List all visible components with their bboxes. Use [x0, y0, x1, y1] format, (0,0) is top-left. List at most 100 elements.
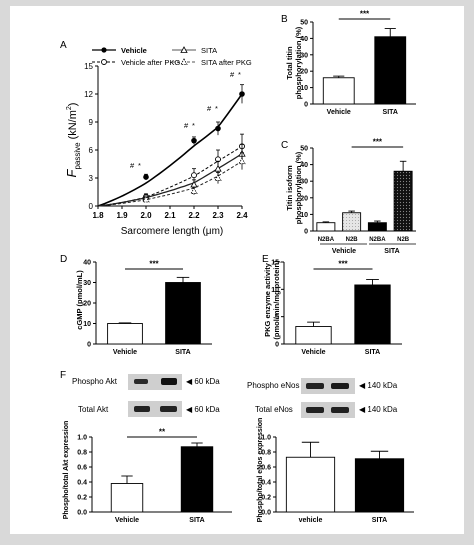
blot-size: ◀ 140 kDa [359, 405, 398, 414]
y-tick-label: 0.2 [77, 495, 87, 502]
blot-label: Phospho Akt [72, 377, 118, 386]
blot-label: Total Akt [78, 405, 109, 414]
bar-n2b [342, 212, 362, 232]
legend-sita-pkg: SITA after PKG [201, 58, 252, 67]
legend-marker-vehicle [101, 47, 107, 53]
y-tick-label: 15 [271, 260, 279, 267]
x-category-label: SITA [365, 349, 380, 356]
svg-text:cGMP (pmol/mL): cGMP (pmol/mL) [75, 270, 84, 330]
legend-marker-sita-pkg [180, 58, 188, 65]
panel-a-letter: A [60, 40, 67, 51]
y-tick-label: 0.8 [261, 450, 271, 457]
bar-n2b [393, 170, 413, 232]
y-tick-label: 0.4 [261, 480, 271, 487]
y-tick-label: 40 [300, 162, 308, 169]
bar-vehicle [322, 77, 355, 105]
annotation-hash: # [130, 161, 135, 170]
y-tick-label: 12 [84, 90, 93, 99]
panel-d-ylabel: cGMP (pmol/mL) [75, 270, 84, 330]
y-tick-label: 9 [89, 118, 94, 127]
bar-vehicle [285, 456, 336, 513]
annotation-star: * [238, 70, 241, 79]
data-point [215, 125, 221, 132]
bar-vehicle [295, 326, 332, 345]
panel-f-right-plot: 0.0 0.2 0.4 0.6 0.8 1.0 vehicle SITA [261, 435, 414, 524]
panel-a-ylabel-sub: passive [73, 142, 82, 170]
data-point [143, 174, 149, 180]
y-tick-label: 0.0 [77, 510, 87, 517]
y-tick-label: 30 [300, 179, 308, 186]
panel-d-plot: 0 10 20 30 40 Vehicle SITA *** [83, 260, 212, 356]
y-tick-label: 15 [84, 62, 93, 71]
panel-c-group-vehicle: Vehicle [332, 248, 356, 255]
blot-label: Total eNos [255, 405, 293, 414]
y-tick-label: 0 [89, 202, 94, 211]
annotation-hash: # [230, 70, 235, 79]
y-tick-label: 20 [300, 195, 308, 202]
y-tick-label: 0.6 [77, 465, 87, 472]
blot-image-total-akt [128, 401, 182, 417]
bar-n2ba [367, 222, 387, 232]
panel-c-ylabel-line2: phosphorylation (%) [294, 151, 303, 224]
significance-label: *** [149, 260, 159, 269]
panel-a-xlabel: Sarcomere length (μm) [121, 226, 223, 237]
panel-d-letter: D [60, 254, 67, 265]
legend-sita: SITA [201, 46, 217, 55]
significance-label: ** [159, 428, 166, 437]
x-category-label: vehicle [299, 517, 323, 524]
y-tick-label: 6 [89, 146, 94, 155]
panel-e-ylabel: PKG enzyme activity (pmol/min/mg protein… [263, 260, 281, 340]
annotation-star: * [192, 121, 195, 130]
y-tick-label: 30 [83, 280, 91, 287]
bar-sita [354, 284, 391, 345]
y-tick-label: 10 [83, 321, 91, 328]
legend-vehicle-pkg: Vehicle after PKG [121, 58, 180, 67]
significance-label: *** [338, 260, 348, 269]
data-point [191, 172, 197, 179]
y-tick-label: 10 [300, 212, 308, 219]
bar-n2ba [316, 222, 336, 232]
bar-vehicle [107, 323, 143, 345]
y-tick-label: 40 [83, 260, 91, 267]
panel-c-ylabel: Titin isoform phosphorylation (%) [285, 151, 303, 224]
significance-label: *** [360, 10, 370, 19]
data-point [214, 164, 222, 172]
panel-f-right-ylabel: Phospho/total eNos expression [257, 418, 264, 523]
y-tick-label: 5 [275, 314, 279, 321]
blot-size: ◀ 60 kDa [186, 405, 220, 414]
legend-marker-vehicle-pkg [101, 59, 107, 65]
panel-e-ylabel-line1: PKG enzyme activity [263, 262, 272, 337]
x-tick-label: 2.4 [236, 211, 248, 220]
y-tick-label: 10 [300, 85, 308, 92]
annotation-star: * [138, 161, 141, 170]
data-point [191, 137, 197, 144]
y-tick-label: 0 [275, 342, 279, 349]
panel-c-group-sita: SITA [384, 248, 399, 255]
y-tick-label: 50 [300, 20, 308, 27]
panel-b-ylabel-line1: Total titin [285, 46, 294, 80]
panel-a-ylabel: Fpassive (kN/m2) [64, 103, 82, 178]
blot-size: ◀ 140 kDa [359, 381, 398, 390]
x-category-label: Vehicle [327, 109, 351, 116]
y-tick-label: 1.0 [77, 435, 87, 442]
y-tick-label: 0.4 [77, 480, 87, 487]
bar-vehicle [110, 483, 144, 513]
panel-e-letter: E [262, 254, 269, 265]
x-category-label: SITA [189, 517, 204, 524]
svg-text:Fpassive(kN/m2): Fpassive (kN/m2) [64, 103, 82, 178]
panel-a-ylabel-f: F [64, 168, 79, 177]
x-category-label: Vehicle [113, 349, 137, 356]
x-tick-label: 2.1 [164, 211, 176, 220]
y-tick-label: 0.2 [261, 495, 271, 502]
blot-label: Phospho eNos [247, 381, 299, 390]
blot-image-total-enos [301, 402, 355, 418]
panel-a-ylabel-close: ) [67, 103, 79, 107]
y-tick-label: 20 [83, 301, 91, 308]
data-point [238, 157, 246, 165]
panel-f-blots-right: Phospho eNos ◀ 140 kDa Total eNos ◀ 140 … [247, 378, 398, 418]
y-tick-label: 0 [304, 102, 308, 109]
x-category-label: Vehicle [115, 517, 139, 524]
bar-sita [374, 36, 407, 105]
panel-e-plot: 0 5 10 15 Vehicle SITA *** [271, 260, 402, 356]
